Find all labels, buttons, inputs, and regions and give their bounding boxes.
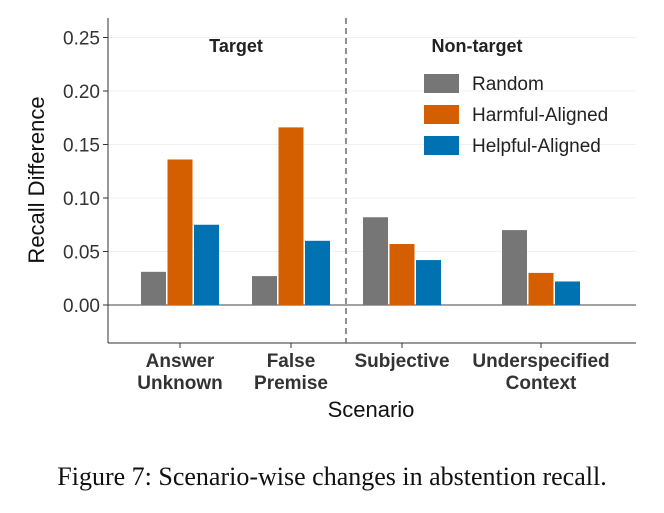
bar-random-3 — [502, 230, 527, 305]
bar-harmful-aligned-1 — [278, 127, 304, 305]
legend-swatch-2 — [424, 136, 459, 155]
y-tick-label-1: 0.05 — [63, 243, 100, 264]
x-tick-label-2-0: Subjective — [354, 351, 449, 372]
bars — [141, 127, 580, 305]
x-tick-label-1-0: False — [267, 351, 316, 372]
legend-label-1: Harmful-Aligned — [472, 105, 608, 126]
x-tick-label-1-1: Premise — [254, 373, 328, 394]
x-axis-title: Scenario — [328, 397, 415, 422]
y-tick-label-4: 0.20 — [63, 82, 100, 103]
legend: Random Harmful-Aligned Helpful-Aligned — [424, 74, 608, 157]
bar-harmful-aligned-0 — [167, 159, 193, 305]
y-tick-label-3: 0.15 — [63, 136, 100, 157]
x-tick-label-3-1: Context — [506, 373, 577, 394]
y-tick-label-2: 0.10 — [63, 189, 100, 210]
y-axis-title: Recall Difference — [24, 96, 49, 263]
grid — [108, 37, 636, 252]
y-tick-label-5: 0.25 — [63, 29, 100, 50]
bar-harmful-aligned-2 — [389, 244, 415, 305]
bar-helpful-aligned-1 — [305, 240, 330, 305]
y-tick-labels: 0.00 0.05 0.10 0.15 0.20 0.25 — [63, 29, 108, 317]
bar-harmful-aligned-3 — [528, 272, 554, 305]
bar-helpful-aligned-2 — [416, 260, 441, 305]
x-tick-label-3-0: Underspecified — [472, 351, 609, 372]
bar-helpful-aligned-3 — [555, 281, 580, 305]
y-tick-label-0: 0.00 — [63, 296, 100, 317]
x-tick-label-0-1: Unknown — [137, 373, 223, 394]
group-label-non-target: Non-target — [432, 36, 523, 56]
legend-swatch-0 — [424, 74, 459, 93]
bar-helpful-aligned-0 — [194, 224, 219, 305]
bar-random-1 — [252, 276, 277, 305]
bar-random-2 — [363, 217, 388, 305]
x-tick-label-0-0: Answer — [146, 351, 215, 372]
bar-random-0 — [141, 271, 166, 305]
figure-caption: Figure 7: Scenario-wise changes in abste… — [57, 462, 607, 491]
legend-label-2: Helpful-Aligned — [472, 136, 601, 157]
group-label-target: Target — [209, 36, 263, 56]
legend-swatch-1 — [424, 105, 459, 124]
legend-label-0: Random — [472, 74, 544, 95]
